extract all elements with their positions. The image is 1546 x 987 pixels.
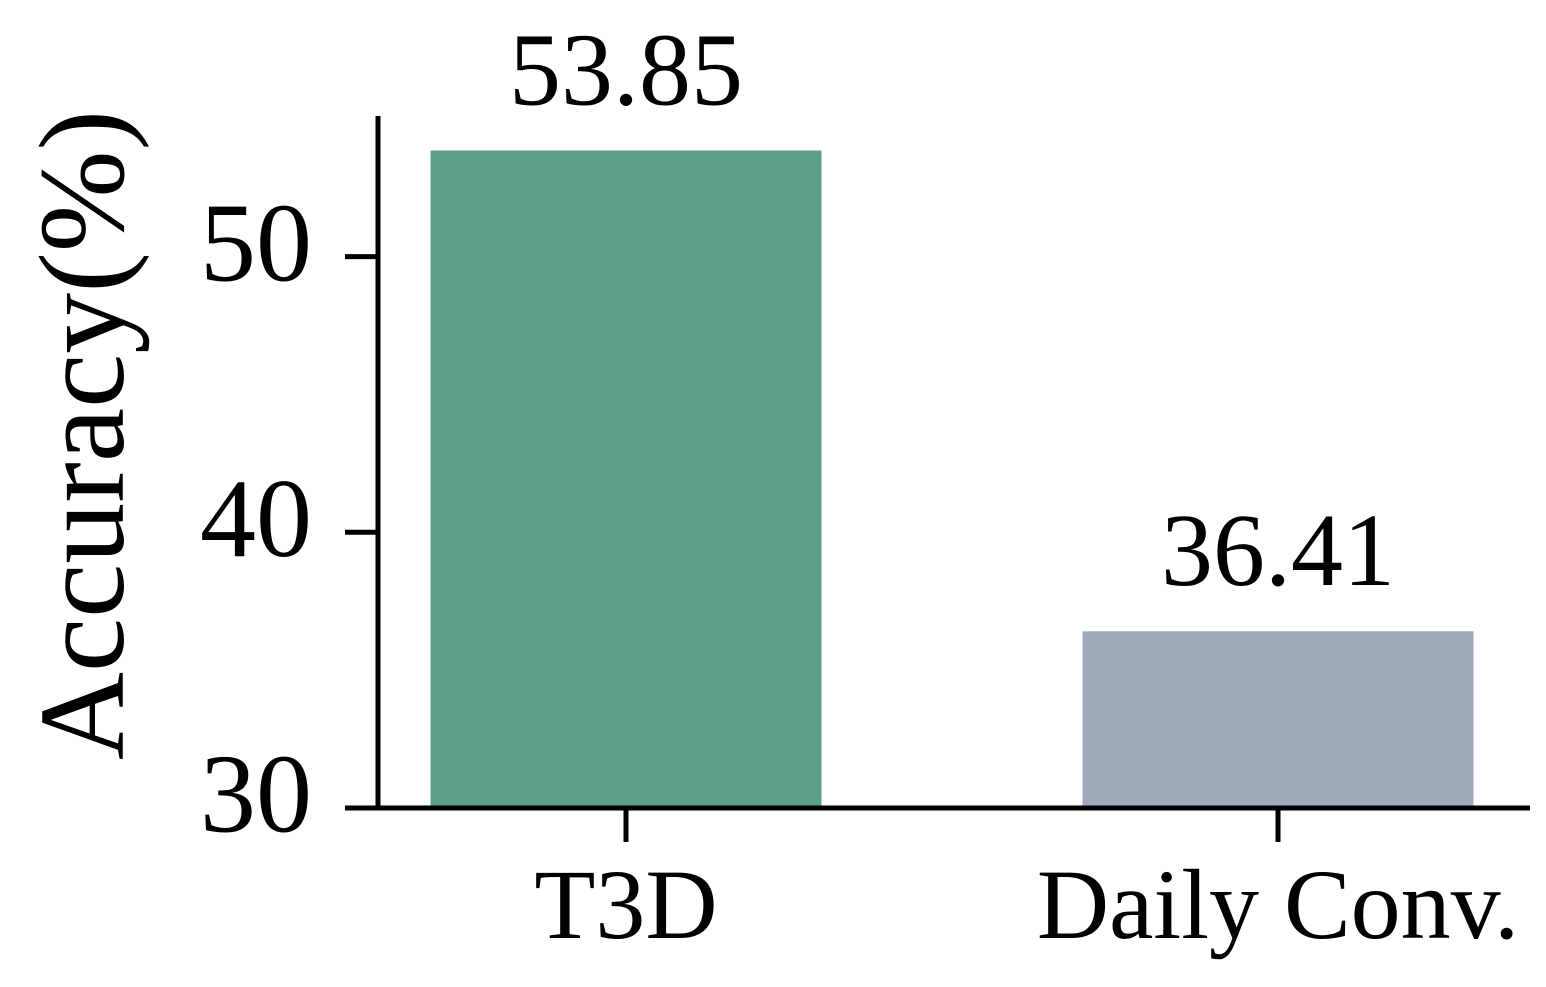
y-tick-label: 40: [200, 457, 312, 581]
y-tick-label: 50: [200, 181, 312, 305]
x-tick-label: T3D: [534, 849, 717, 960]
x-tick-label: Daily Conv.: [1037, 849, 1519, 960]
bar: [1082, 631, 1474, 808]
y-tick-label: 30: [200, 733, 312, 857]
value-label: 53.85: [509, 12, 743, 127]
bar: [430, 150, 822, 808]
value-label: 36.41: [1161, 493, 1395, 608]
y-axis-label: Accuracy(%): [15, 110, 150, 760]
